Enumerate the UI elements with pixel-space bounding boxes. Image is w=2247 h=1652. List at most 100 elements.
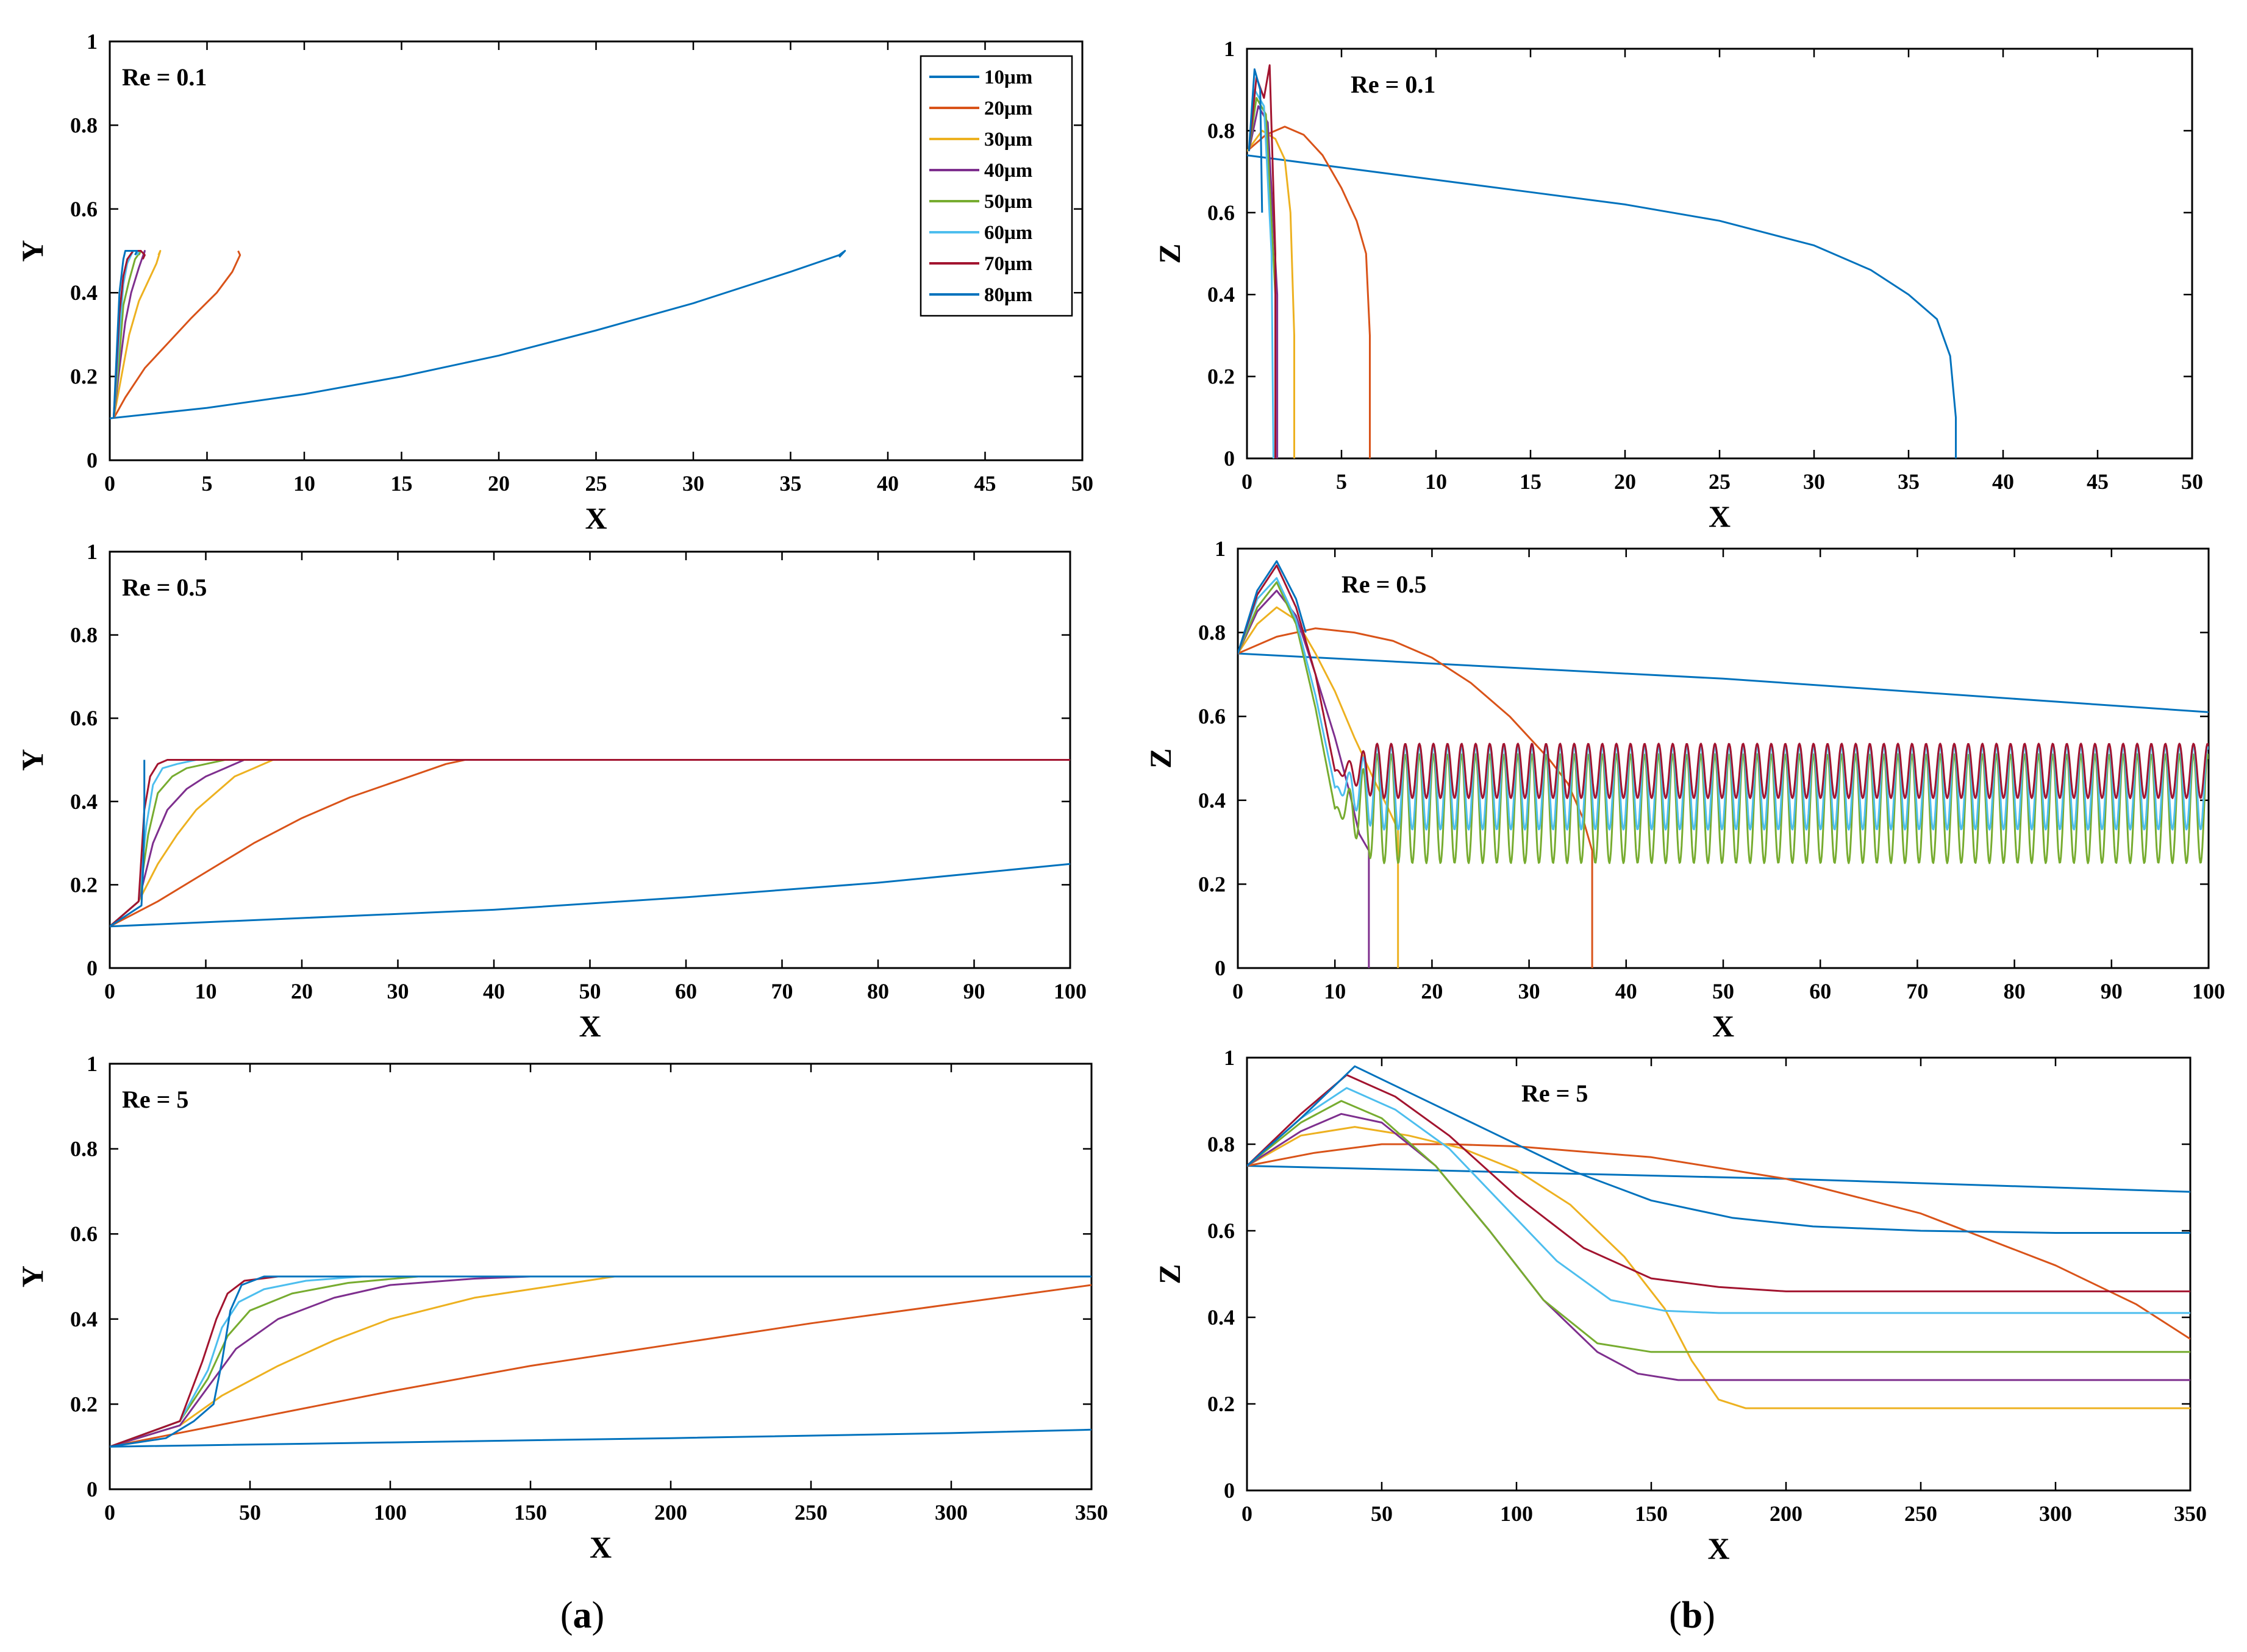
chart-panel-a3: 0 50 100 150 200 250 300 350 0 0.2 0.4 0.6 0.8 1 X Y Re …	[15, 1052, 1108, 1564]
series-group	[110, 759, 1070, 928]
x-tick-label: 70	[771, 979, 793, 1003]
y-axis-label: Y	[15, 1266, 49, 1287]
series-line-50um	[1238, 581, 2209, 864]
y-tick-label: 1	[1224, 37, 1235, 61]
x-tick-label: 100	[2192, 979, 2225, 1003]
y-tick-label: 0.6	[1207, 201, 1235, 225]
x-tick-label: 40	[1615, 979, 1637, 1003]
y-tick-label: 0.4	[1207, 282, 1235, 307]
y-tick-label: 0.8	[70, 623, 98, 647]
reynolds-annotation: Re = 0.5	[1341, 571, 1426, 598]
y-axis-label: Y	[15, 240, 49, 262]
series-line-40um	[1248, 105, 1279, 458]
y-axis-label: Z	[1143, 748, 1177, 768]
y-tick-label: 0.4	[70, 789, 98, 814]
series-group	[110, 250, 846, 419]
legend-entry: 20μm	[984, 98, 1032, 119]
x-tick-label: 50	[1071, 471, 1093, 496]
series-line-10um	[1247, 154, 1957, 458]
series-line-20um	[1247, 126, 1371, 458]
series-line-60um	[1238, 577, 2209, 831]
x-tick-label: 35	[780, 471, 802, 496]
chart-panel-b1: 0 5 10 15 20 25 30 35 40 45 50 0 0.2 0.4 0.6 0.8 1 X Z Re =…	[1152, 37, 2203, 533]
reynolds-annotation: Re = 5	[1521, 1080, 1588, 1107]
y-tick-label: 0	[1215, 956, 1226, 980]
x-tick-label: 10	[1425, 469, 1447, 494]
x-tick-label: 200	[654, 1500, 687, 1525]
x-tick-label: 45	[974, 471, 996, 496]
x-tick-label: 0	[1241, 469, 1252, 494]
x-tick-label: 10	[293, 471, 315, 496]
x-axis-label: X	[590, 1530, 612, 1564]
series-line-30um	[110, 759, 1070, 927]
series-group	[1247, 1065, 2190, 1409]
y-tick-label: 0.6	[70, 706, 98, 730]
y-tick-label: 1	[87, 539, 98, 564]
x-tick-label: 90	[963, 979, 985, 1003]
x-tick-label: 10	[1324, 979, 1346, 1003]
legend-entry: 70μm	[984, 253, 1032, 275]
chart-panel-a2: 0 10 20 30 40 50 60 70 80 90 100 0 0.2 0.4 0.6 0.8 1 X Y Re…	[15, 539, 1087, 1043]
series-line-40um	[1238, 589, 1370, 968]
y-tick-label: 0.2	[1207, 365, 1235, 389]
legend-entry: 80μm	[984, 284, 1032, 306]
y-tick-label: 0.4	[1207, 1305, 1235, 1330]
series-line-40um	[112, 250, 146, 419]
series-line-70um	[110, 759, 1070, 927]
x-tick-label: 250	[795, 1500, 827, 1525]
x-tick-label: 50	[2181, 469, 2203, 494]
reynolds-annotation: Re = 0.1	[1351, 71, 1435, 98]
x-tick-label: 50	[579, 979, 601, 1003]
x-tick-label: 40	[877, 471, 899, 496]
x-tick-label: 30	[682, 471, 704, 496]
chart-panel-b2: 0 10 20 30 40 50 60 70 80 90 100 0 0.2 0.4 0.6 0.8 1 X Z Re…	[1143, 536, 2225, 1043]
x-tick-label: 20	[1421, 979, 1443, 1003]
y-tick-label: 0.2	[70, 872, 98, 897]
series-line-20um	[110, 1284, 1091, 1448]
series-line-60um	[110, 1275, 1091, 1448]
x-tick-label: 15	[1520, 469, 1541, 494]
legend-box	[920, 55, 1073, 317]
series-line-10um	[1238, 652, 2209, 713]
x-tick-label: 40	[483, 979, 505, 1003]
x-tick-label: 45	[2087, 469, 2109, 494]
x-tick-label: 0	[104, 471, 115, 496]
series-line-80um	[1248, 68, 1263, 213]
series-group	[110, 1275, 1091, 1448]
x-tick-label: 70	[1906, 979, 1928, 1003]
y-tick-label: 0.6	[1207, 1219, 1235, 1243]
y-tick-label: 0.8	[1207, 118, 1235, 143]
reynolds-annotation: Re = 5	[122, 1086, 188, 1113]
x-tick-label: 300	[2039, 1501, 2072, 1526]
x-tick-label: 80	[867, 979, 889, 1003]
y-axis-label: Z	[1152, 1264, 1187, 1284]
series-group	[1238, 560, 2209, 968]
x-tick-label: 60	[1809, 979, 1831, 1003]
x-tick-label: 350	[1075, 1500, 1108, 1525]
legend-entry: 10μm	[984, 66, 1032, 88]
series-line-80um	[110, 1275, 1091, 1448]
legend-entry: 40μm	[984, 160, 1032, 182]
y-tick-label: 0	[1224, 1478, 1235, 1503]
x-tick-label: 300	[935, 1500, 968, 1525]
y-tick-label: 0.2	[1198, 872, 1226, 896]
series-line-20um	[1247, 1143, 2190, 1340]
plot-frame	[1246, 1056, 2192, 1492]
series-line-80um	[1238, 560, 1307, 654]
y-tick-label: 0.2	[70, 365, 98, 389]
y-tick-label: 0.6	[70, 197, 98, 221]
x-axis-label: X	[585, 501, 607, 535]
y-tick-label: 0	[87, 956, 98, 980]
series-line-60um	[1247, 1087, 2190, 1314]
y-tick-label: 0.2	[1207, 1392, 1235, 1416]
reynolds-annotation: Re = 0.5	[122, 574, 207, 601]
series-line-10um	[110, 250, 846, 419]
x-tick-label: 0	[1241, 1501, 1252, 1526]
x-axis-label: X	[1707, 1531, 1729, 1565]
x-tick-label: 20	[488, 471, 510, 496]
series-line-30um	[112, 250, 162, 419]
series-line-50um	[110, 1275, 1091, 1448]
series-line-30um	[1247, 1126, 2190, 1409]
x-tick-label: 25	[1709, 469, 1731, 494]
